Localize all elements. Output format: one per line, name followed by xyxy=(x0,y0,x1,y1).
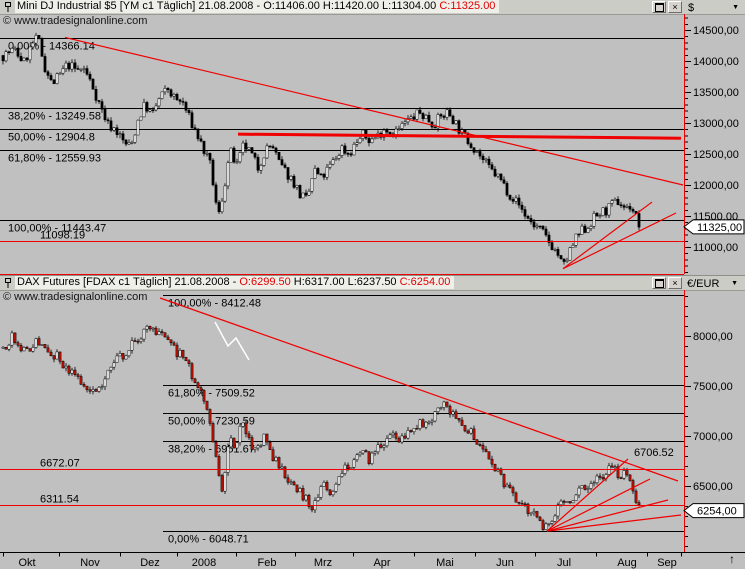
y-tick-label: 12000,00 xyxy=(693,180,739,192)
fib-label: 50,00% - 12904.8 xyxy=(8,132,95,144)
dax-axis-symbol-label: €/EUR xyxy=(687,278,720,290)
y-tick-label: 7000,00 xyxy=(693,431,733,443)
annotation-label: 6706.52 xyxy=(634,447,674,459)
dow-axis-symbol-dropdown[interactable]: $ ▼ xyxy=(688,2,743,14)
month-label: Okt xyxy=(18,557,35,569)
close-button[interactable]: × xyxy=(668,1,682,13)
fib-label: 0,00% - 6048.71 xyxy=(168,534,249,546)
month-label: 2008 xyxy=(192,557,216,569)
dow-title-text: Mini DJ Industrial $5 [YM c1 Täglich] 21… xyxy=(15,0,500,13)
last-price-value: 6254,00 xyxy=(697,506,737,518)
y-tick-label: 14000,00 xyxy=(693,56,739,68)
dax-titlebar[interactable]: DAX Futures [FDAX c1 Täglich] 21.08.2008… xyxy=(0,276,745,291)
last-price-badge xyxy=(683,219,745,235)
chart-pin-icon xyxy=(3,1,13,13)
dow-pane: Mini DJ Industrial $5 [YM c1 Täglich] 21… xyxy=(0,0,745,275)
y-tick-label: 11000,00 xyxy=(693,242,738,254)
y-tick-label: 13500,00 xyxy=(693,87,739,99)
pane-divider[interactable] xyxy=(0,275,745,276)
candles-layer xyxy=(1,32,641,265)
dow-candlestick-chart[interactable]: 0,00% - 14366.14 38,20% - 13249.58 50,00% … xyxy=(0,14,745,275)
month-label: Sep xyxy=(657,557,677,569)
fib-label: 0,00% - 14366.14 xyxy=(8,41,95,53)
fib-label: 38,20% - 13249.58 xyxy=(8,111,101,123)
y-tick-label: 7500,00 xyxy=(693,381,733,393)
month-label: Nov xyxy=(80,557,100,569)
dow-axis-symbol-label: $ xyxy=(688,2,695,14)
month-label: Jun xyxy=(496,557,514,569)
drawings-layer: 11098.19 xyxy=(0,36,684,270)
support-label: 11098.19 xyxy=(40,230,85,242)
chevron-down-icon: ▼ xyxy=(732,4,739,11)
fib-label: 38,20% - 6951.67 xyxy=(168,444,255,456)
month-label: Feb xyxy=(258,557,277,569)
month-label: Mrz xyxy=(314,557,332,569)
fib-label: 61,80% - 12559.93 xyxy=(8,153,101,165)
candles-layer xyxy=(1,324,641,531)
chart-pin-icon xyxy=(3,277,13,289)
scroll-up-arrow[interactable]: ↑ xyxy=(729,552,735,566)
fib-label: 50,00% - 7230.59 xyxy=(168,416,255,428)
restore-button[interactable] xyxy=(652,277,666,289)
dax-axis-symbol-dropdown[interactable]: €/EUR ▼ xyxy=(687,278,742,290)
y-tick-label: 8000,00 xyxy=(693,331,733,343)
dow-titlebar[interactable]: Mini DJ Industrial $5 [YM c1 Täglich] 21… xyxy=(0,0,745,15)
y-tick-label: 13000,00 xyxy=(693,118,739,130)
fib-label: 61,80% - 7509.52 xyxy=(168,388,255,400)
drawings-layer: 6672.07 6311.54 6706.52 xyxy=(0,297,684,532)
dax-pane: DAX Futures [FDAX c1 Täglich] 21.08.2008… xyxy=(0,276,745,569)
y-tick-label: 12500,00 xyxy=(693,149,739,161)
restore-icon xyxy=(654,278,664,288)
month-label: Aug xyxy=(617,557,637,569)
close-button[interactable]: × xyxy=(668,277,682,289)
restore-button[interactable] xyxy=(652,1,666,13)
copyright-watermark: © www.tradesignalonline.com xyxy=(3,15,148,27)
month-label: Mai xyxy=(436,557,454,569)
support-label: 6311.54 xyxy=(40,494,79,506)
month-label: Jul xyxy=(557,557,571,569)
last-price-badge xyxy=(683,503,745,519)
fib-label: 100,00% - 8412.48 xyxy=(168,298,261,310)
restore-icon xyxy=(654,2,664,12)
month-label: Apr xyxy=(373,557,390,569)
support-label: 6672.07 xyxy=(40,458,80,470)
last-price-value: 11325,00 xyxy=(697,222,742,234)
y-tick-label: 14500,00 xyxy=(693,25,739,37)
dax-title-text: DAX Futures [FDAX c1 Täglich] 21.08.2008… xyxy=(15,276,455,289)
fib-label: 100,00% - 11443.47 xyxy=(8,223,106,235)
chevron-down-icon: ▼ xyxy=(731,280,738,287)
y-tick-label: 6500,00 xyxy=(693,481,733,493)
copyright-watermark: © www.tradesignalonline.com xyxy=(3,291,148,303)
month-label: Dez xyxy=(140,557,160,569)
dax-candlestick-chart[interactable]: 100,00% - 8412.48 61,80% - 7509.52 50,00% … xyxy=(0,290,745,569)
